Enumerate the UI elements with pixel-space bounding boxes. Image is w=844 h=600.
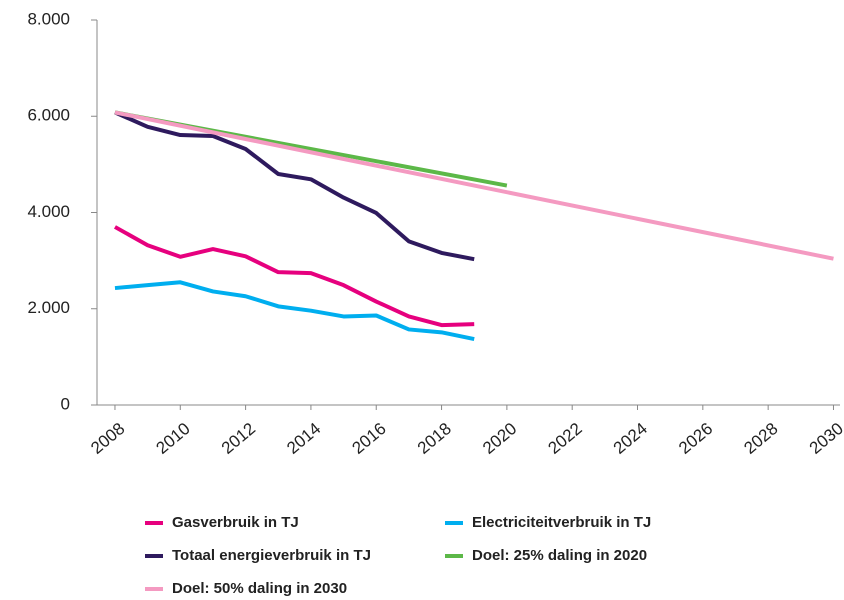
x-tick-label: 2012 [218, 419, 259, 458]
x-tick-label: 2028 [740, 419, 781, 458]
series-line [114, 110, 834, 261]
legend-label: Gasverbruik in TJ [172, 514, 299, 531]
x-tick-label: 2030 [806, 419, 844, 458]
x-tick-label: 2022 [544, 419, 585, 458]
legend-label: Doel: 50% daling in 2030 [172, 580, 347, 597]
x-tick-label: 2026 [675, 419, 716, 458]
series-line [114, 280, 475, 342]
x-tick-label: 2018 [414, 419, 455, 458]
x-tick-label: 2008 [87, 419, 128, 458]
y-tick-label: 6.000 [27, 106, 70, 125]
legend-label: Electriciteitverbruik in TJ [472, 514, 651, 531]
y-tick-label: 4.000 [27, 202, 70, 221]
legend-label: Totaal energieverbruik in TJ [172, 547, 371, 564]
legend-label: Doel: 25% daling in 2020 [472, 547, 647, 564]
x-tick-label: 2010 [153, 419, 194, 458]
x-tick-label: 2024 [610, 419, 651, 458]
y-tick-label: 2.000 [27, 298, 70, 317]
series-line [114, 110, 475, 262]
x-tick-label: 2016 [349, 419, 390, 458]
y-tick-label: 0 [61, 394, 70, 413]
x-tick-label: 2014 [283, 419, 324, 458]
y-tick-label: 8.000 [27, 9, 70, 28]
x-tick-label: 2020 [479, 419, 520, 458]
series-line [113, 225, 475, 328]
